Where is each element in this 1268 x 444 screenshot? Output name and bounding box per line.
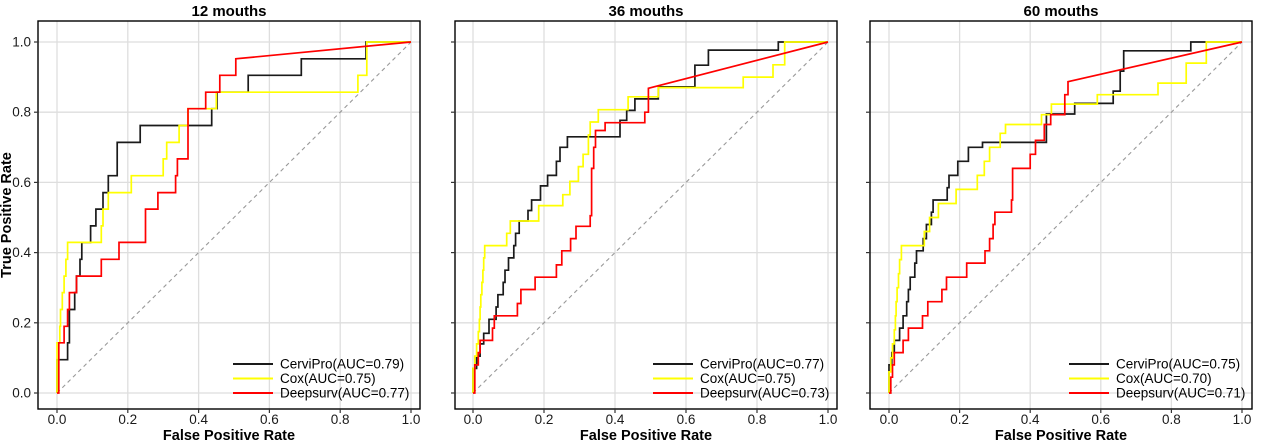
x-tick-label: 0.6	[677, 412, 696, 427]
panel-title: 12 mouths	[191, 3, 266, 20]
chance-diagonal-line	[888, 41, 1243, 394]
x-tick-label: 0.2	[118, 412, 137, 427]
legend-label-deepsurv: Deepsurv(AUC=0.73)	[700, 386, 829, 401]
y-tick-label: 0.6	[12, 175, 31, 190]
y-tick-label: 0.0	[12, 386, 31, 401]
roc-curve-cox	[472, 41, 828, 393]
y-tick-label: 0.2	[12, 315, 31, 330]
x-tick-label: 1.0	[819, 412, 838, 427]
legend-label-cervipro: CerviPro(AUC=0.75)	[1116, 357, 1240, 372]
x-tick-label: 0.2	[535, 412, 554, 427]
legend-label-cox: Cox(AUC=0.70)	[1116, 371, 1212, 386]
x-tick-label: 0.4	[189, 412, 208, 427]
y-axis-title: True Positive Rate	[0, 152, 15, 278]
x-tick-label: 0.4	[606, 412, 625, 427]
plot-border	[37, 20, 421, 410]
x-axis-title: False Positive Rate	[163, 428, 295, 444]
x-tick-label: 0.8	[748, 412, 767, 427]
legend-label-cox: Cox(AUC=0.75)	[280, 371, 376, 386]
y-tick-label: 0.4	[12, 245, 31, 260]
panel-title: 36 mouths	[608, 3, 683, 20]
roc-chart-36-mouths: 0.0 0.2 0.4 0.6 0.8 1.0 36 mouths False Positiv…	[451, 3, 838, 444]
legend-label-deepsurv: Deepsurv(AUC=0.77)	[280, 386, 409, 401]
roc-curve-cervipro	[472, 41, 828, 393]
chance-diagonal-line	[56, 41, 412, 394]
x-tick-label: 0.4	[1021, 412, 1040, 427]
x-tick-label: 0.0	[464, 412, 483, 427]
x-tick-label: 0.2	[950, 412, 969, 427]
roc-panel-36-mouths: 0.0 0.2 0.4 0.6 0.8 1.0 36 mouths False Positiv…	[437, 0, 855, 444]
y-tick-label: 1.0	[12, 35, 31, 50]
x-axis-title: False Positive Rate	[580, 428, 712, 444]
plot-border	[454, 20, 838, 410]
x-tick-label: 0.6	[260, 412, 279, 427]
roc-curve-deepsurv	[889, 41, 1243, 394]
roc-curve-cervipro	[888, 41, 1242, 393]
roc-panel-60-mouths: 0.0 0.2 0.4 0.6 0.8 1.0 60 mouths False Positiv…	[855, 0, 1268, 444]
roc-chart-60-mouths: 0.0 0.2 0.4 0.6 0.8 1.0 60 mouths False Positiv…	[866, 3, 1253, 444]
x-tick-label: 0.0	[48, 412, 67, 427]
x-axis-title: False Positive Rate	[995, 428, 1127, 444]
legend-label-cervipro: CerviPro(AUC=0.79)	[280, 357, 404, 372]
y-tick-label: 0.8	[12, 105, 31, 120]
roc-curve-deepsurv	[473, 41, 829, 394]
x-tick-label: 0.8	[1162, 412, 1181, 427]
chance-diagonal-line	[472, 41, 829, 394]
x-tick-label: 1.0	[402, 412, 421, 427]
roc-curve-deepsurv	[57, 41, 412, 394]
x-tick-label: 0.6	[1091, 412, 1110, 427]
roc-curve-cox	[56, 41, 411, 393]
roc-chart-12-mouths: 0.0 0.2 0.4 0.6 0.8 1.0 0.0 0.2 0.4 0.6 0.8 1.0 12 m…	[0, 3, 421, 444]
legend-label-deepsurv: Deepsurv(AUC=0.71)	[1116, 386, 1245, 401]
panel-title: 60 mouths	[1023, 3, 1098, 20]
x-tick-label: 1.0	[1233, 412, 1252, 427]
x-tick-label: 0.8	[331, 412, 350, 427]
legend-label-cox: Cox(AUC=0.75)	[700, 371, 796, 386]
plot-border	[869, 20, 1253, 410]
x-tick-label: 0.0	[880, 412, 899, 427]
roc-panel-12-mouths: 0.0 0.2 0.4 0.6 0.8 1.0 0.0 0.2 0.4 0.6 0.8 1.0 12 m…	[0, 0, 437, 444]
legend-label-cervipro: CerviPro(AUC=0.77)	[700, 357, 824, 372]
roc-curve-cox	[888, 41, 1242, 393]
